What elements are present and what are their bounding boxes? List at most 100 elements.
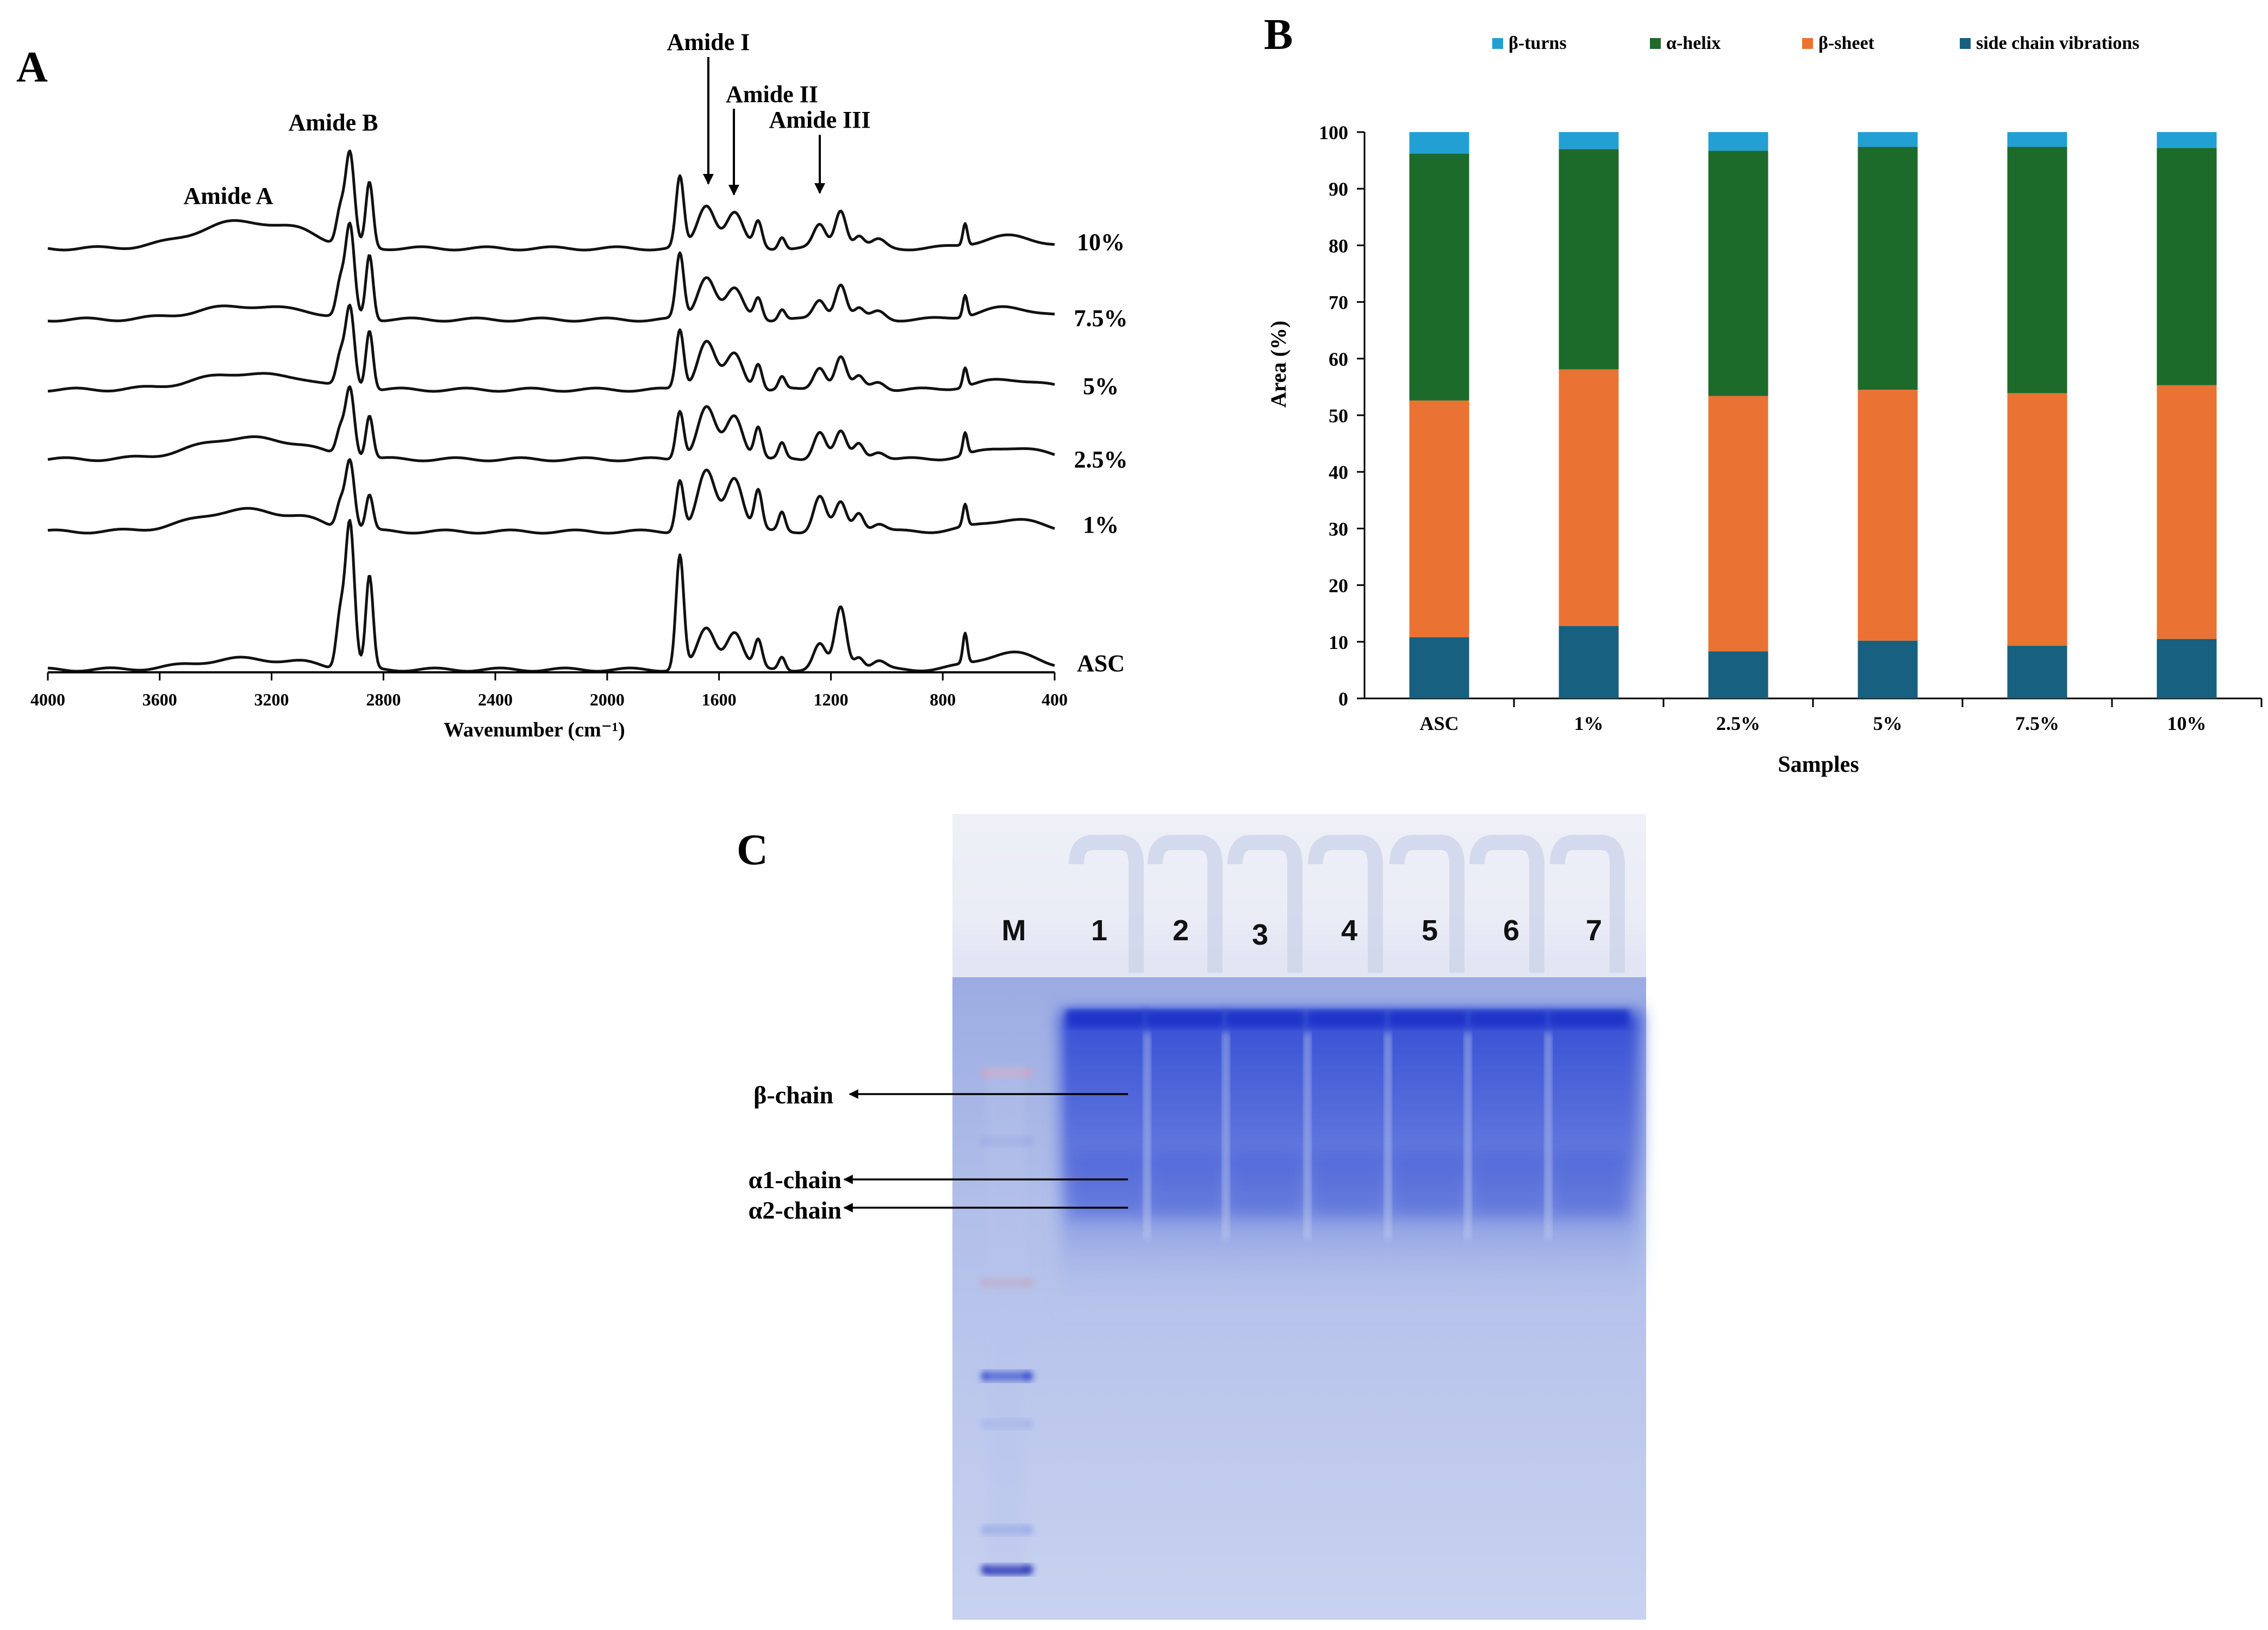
gel-top-band — [1226, 1012, 1304, 1027]
gel-lane — [1548, 1010, 1629, 1292]
spectra-labels: 10% 7.5% 5% 2.5% 1% ASC — [1074, 229, 1128, 677]
amide-i-label: Amide I — [667, 29, 750, 55]
panel-c-label: C — [737, 826, 768, 874]
panel-a-x-tick-label: 1200 — [813, 690, 848, 709]
legend-label: β-turns — [1509, 33, 1567, 53]
gel-lane-label: 4 — [1341, 914, 1357, 947]
gel-well — [1308, 835, 1383, 973]
gel-lane-gap — [1545, 1033, 1552, 1239]
bar-segment — [2157, 639, 2217, 698]
bar-segment — [1409, 132, 1469, 154]
bar-segment — [2157, 385, 2217, 639]
panel-c-sds-page-gel: C M 1 2 3 4 5 6 7 β-chain α1-chain α2-chain — [737, 814, 1646, 1620]
gel-top-band — [1308, 1012, 1386, 1027]
gel-lane-label: 2 — [1173, 914, 1189, 947]
bar-segment — [1708, 132, 1768, 151]
panel-a-x-tick-label: 400 — [1042, 690, 1068, 709]
gel-lane — [1067, 1010, 1148, 1292]
panel-a-x-tick-label: 2000 — [590, 690, 625, 709]
panel-b-y-tick-label: 0 — [1338, 688, 1348, 710]
panel-b-y-tick-label: 10 — [1329, 632, 1348, 653]
panel-b-x-tick-label: 7.5% — [2015, 713, 2059, 734]
bar-segment — [2157, 148, 2217, 385]
legend-swatch — [1492, 38, 1503, 49]
bar-segment — [2157, 132, 2217, 148]
panel-a-x-tick-label: 2800 — [366, 690, 401, 709]
panel-a-ftir-spectra: A Amide A Amide B Amide I Amide II Amide… — [16, 29, 1128, 741]
gel-well — [1228, 835, 1303, 973]
gel-lane-gap — [1144, 1033, 1150, 1239]
spectrum-line — [47, 221, 1055, 323]
alpha1-chain-label: α1-chain — [749, 1166, 842, 1194]
gel-well — [1390, 835, 1465, 973]
panel-b-y-axis-title: Area (%) — [1266, 321, 1291, 408]
gel-alpha-band — [1068, 1152, 1147, 1217]
gel-alpha-band — [1549, 1152, 1628, 1217]
gel-lane-label: 5 — [1422, 914, 1438, 947]
spectrum-label: ASC — [1077, 650, 1125, 677]
legend-swatch — [1960, 38, 1971, 49]
gel-lane-gap — [1465, 1033, 1471, 1239]
gel-lane-label: 6 — [1503, 914, 1519, 947]
panel-b-legend: β-turns α-helix β-sheet side chain vibratio… — [1492, 33, 2139, 53]
bar-segment — [2007, 646, 2067, 698]
spectrum-label: 7.5% — [1074, 305, 1128, 332]
panel-b-y-tick-label: 20 — [1329, 575, 1348, 597]
panel-a-x-tick-label: 4000 — [30, 690, 65, 709]
gel-wells — [1069, 835, 1625, 973]
bar-segment — [1858, 390, 1918, 641]
gel-marker-lane — [981, 1065, 1033, 1575]
gel-lane-label: 1 — [1091, 914, 1107, 947]
bar-segment — [2007, 393, 2067, 646]
spectrum-line — [47, 149, 1055, 252]
gel-well — [1469, 835, 1544, 973]
spectrum-label: 1% — [1083, 511, 1119, 538]
alpha2-chain-label: α2-chain — [749, 1196, 842, 1224]
gel-top-band — [1068, 1012, 1147, 1027]
bar-segment — [1559, 132, 1619, 149]
gel-well — [1069, 835, 1144, 973]
gel-top-band — [1469, 1012, 1548, 1027]
gel-alpha-band — [1389, 1152, 1467, 1217]
gel-lane — [1387, 1010, 1469, 1292]
panel-b-secondary-structure-chart: B β-turns α-helix β-sheet side chain vibrat… — [1264, 11, 2263, 777]
panel-b-label: B — [1264, 11, 1293, 59]
spectrum-line — [47, 303, 1055, 393]
gel-lane-gap — [1223, 1033, 1229, 1239]
bar-segment — [1708, 151, 1768, 396]
amide-ii-label: Amide II — [726, 81, 818, 108]
panel-b-x-tick-label: 1% — [1574, 713, 1604, 734]
amide-iii-label: Amide III — [769, 107, 870, 133]
gel-lane-label: M — [1002, 914, 1026, 947]
legend-swatch — [1802, 38, 1813, 49]
panel-b-x-tick-label: 2.5% — [1716, 713, 1760, 734]
gel-top-band — [1549, 1012, 1628, 1027]
legend-label: side chain vibrations — [1976, 33, 2139, 53]
gel-well — [1550, 835, 1625, 973]
bar-segment — [2007, 147, 2067, 394]
legend-label: α-helix — [1666, 33, 1721, 53]
bar-segment — [1708, 396, 1768, 652]
bar-segment — [1559, 626, 1619, 698]
amide-b-label: Amide B — [289, 109, 378, 136]
spectrum-line — [47, 458, 1055, 535]
gel-lane — [1306, 1010, 1388, 1292]
spectrum-line — [47, 519, 1055, 673]
panel-b-y-tick-label: 50 — [1329, 405, 1348, 427]
gel-lane — [1224, 1010, 1306, 1292]
legend-label: β-sheet — [1818, 33, 1875, 53]
panel-a-label: A — [16, 43, 48, 91]
spectra-group — [47, 149, 1055, 673]
gel-lane-gap — [1385, 1033, 1391, 1239]
gel-alpha-band — [1226, 1152, 1304, 1217]
panel-b-axes: 0 10 20 30 40 50 60 70 80 90 100 ASC 1% 2.5% 5% 7.5% 10% — [1319, 122, 2263, 734]
bar-segment — [1409, 637, 1469, 698]
bar-segment — [1409, 400, 1469, 638]
spectrum-line — [47, 385, 1055, 463]
panel-a-x-tick-label: 3200 — [254, 690, 289, 709]
marker-smear — [987, 1065, 1025, 1571]
gel-lane — [1468, 1010, 1549, 1292]
spectrum-label: 10% — [1077, 229, 1125, 255]
bar-segment — [1858, 132, 1918, 147]
